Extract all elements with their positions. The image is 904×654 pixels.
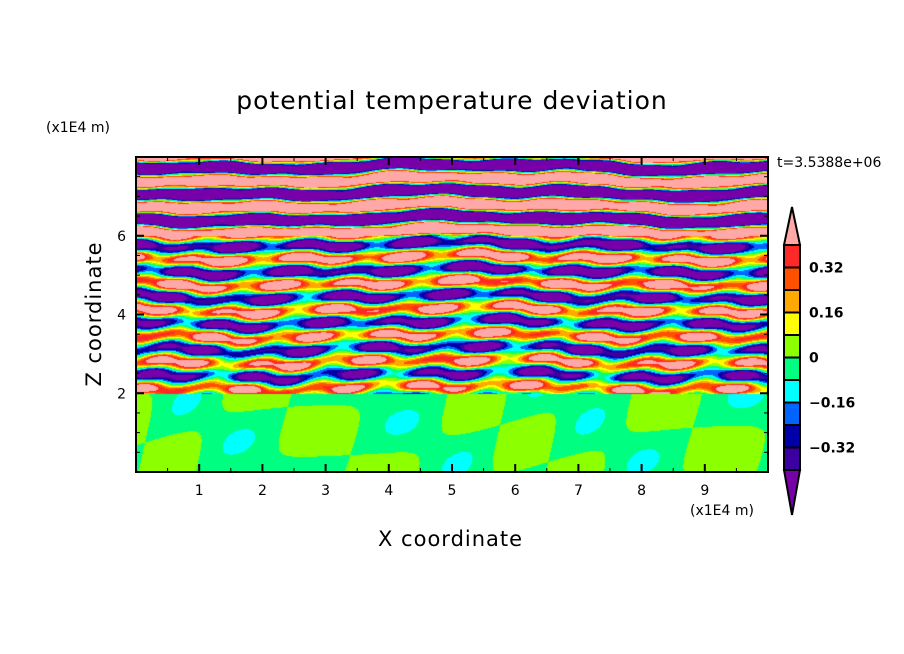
z-axis-unit: (x1E4 m) — [46, 120, 110, 136]
time-annotation: t=3.5388e+06 — [777, 155, 882, 171]
colorbar-swatch — [783, 311, 801, 336]
colorbar-bottom-extension — [782, 469, 802, 516]
colorbar-swatch — [783, 446, 801, 471]
y-tick-label: 2 — [117, 386, 126, 402]
contour-field — [136, 157, 768, 472]
y-tick-label: 4 — [117, 308, 126, 324]
colorbar-label: −0.32 — [809, 441, 855, 457]
x-axis-unit: (x1E4 m) — [690, 503, 754, 519]
x-tick-label: 6 — [511, 483, 520, 499]
x-tick-label: 2 — [258, 483, 267, 499]
y-tick-label: 6 — [117, 229, 126, 245]
x-tick-label: 8 — [637, 483, 646, 499]
x-tick-label: 5 — [448, 483, 457, 499]
colorbar-swatch — [783, 401, 801, 426]
plot-frame — [135, 156, 769, 473]
colorbar-label: 0.32 — [809, 261, 844, 277]
x-axis-label: X coordinate — [378, 527, 524, 551]
colorbar-swatch — [783, 244, 801, 269]
colorbar-top-extension — [782, 206, 802, 246]
x-tick-label: 3 — [321, 483, 330, 499]
x-tick-label: 7 — [574, 483, 583, 499]
x-tick-label: 1 — [195, 483, 204, 499]
colorbar-swatch — [783, 424, 801, 449]
colorbar-swatch — [783, 356, 801, 381]
x-tick-label: 4 — [384, 483, 393, 499]
colorbar-swatch — [783, 379, 801, 404]
colorbar-swatch — [783, 334, 801, 359]
chart-title: potential temperature deviation — [236, 86, 668, 115]
colorbar-swatch — [783, 289, 801, 314]
colorbar-label: 0.16 — [809, 306, 844, 322]
x-tick-label: 9 — [700, 483, 709, 499]
colorbar-label: −0.16 — [809, 396, 855, 412]
colorbar-label: 0 — [809, 351, 819, 367]
colorbar-swatch — [783, 266, 801, 291]
